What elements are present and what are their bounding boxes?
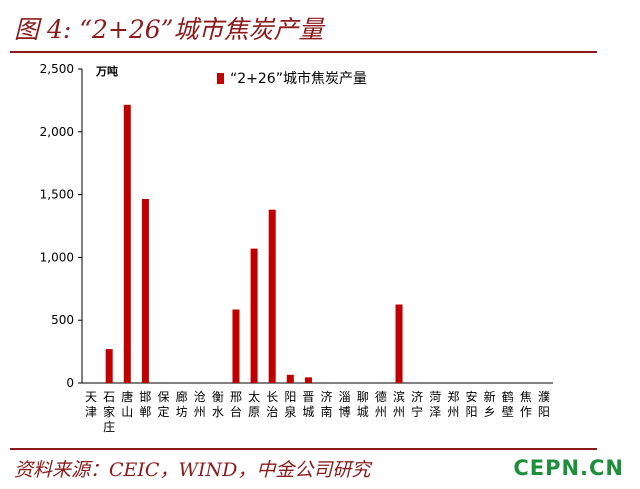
- x-tick-label: 长治: [266, 390, 278, 419]
- y-tick-label: 500: [51, 313, 74, 327]
- unit-label: 万吨: [95, 64, 118, 78]
- source-rule: [10, 448, 597, 450]
- legend-swatch: [217, 73, 224, 84]
- legend-label: “2+26”城市焦炭产量: [230, 70, 367, 87]
- x-tick-label: 德州: [375, 389, 387, 419]
- source-note: 资料来源：CEIC，WIND，中金公司研究: [14, 459, 371, 481]
- x-axis: 天津石家庄唐山邯郸保定廊坊沧州衡水邢台太原长治阳泉晋城济南淄博聊城德州滨州济宁菏…: [82, 382, 553, 434]
- bar: [250, 248, 258, 383]
- x-tick-label: 淄博: [339, 390, 351, 419]
- x-tick-label: 新乡: [484, 389, 496, 419]
- bar: [286, 374, 294, 383]
- x-tick-label: 济南: [321, 389, 333, 419]
- x-tick-label: 沧州: [194, 389, 206, 419]
- x-tick-label: 济宁: [411, 389, 423, 419]
- x-tick-label: 石家庄: [103, 390, 115, 434]
- x-tick-label: 鹤壁: [502, 389, 514, 419]
- x-tick-label: 濮阳: [538, 389, 550, 419]
- watermark-logo: CEPN.CN: [513, 456, 624, 480]
- figure-title: 图 4: “2+26”城市焦炭产量: [14, 15, 324, 44]
- x-tick-label: 聊城: [357, 390, 369, 419]
- x-tick-label: 太原: [248, 389, 260, 419]
- x-tick-label: 滨州: [393, 389, 405, 419]
- y-axis: 0 500 1,000 1,500 2,000 2,500: [40, 62, 83, 390]
- bar: [395, 304, 403, 383]
- bar: [268, 209, 276, 383]
- y-tick-label: 1,500: [40, 188, 74, 202]
- x-tick-label: 廊坊: [176, 389, 188, 419]
- title-rule: [10, 51, 597, 53]
- y-tick-label: 0: [66, 376, 74, 390]
- y-tick-label: 1,000: [40, 250, 74, 264]
- x-tick-label: 阳泉: [284, 390, 296, 419]
- x-tick-label: 晋城: [302, 390, 314, 419]
- bar: [105, 349, 113, 383]
- x-tick-label: 天津: [85, 390, 97, 419]
- bar: [304, 377, 312, 383]
- x-tick-label: 唐山: [121, 389, 133, 419]
- x-tick-label: 菏泽: [429, 390, 441, 419]
- bar-series: [105, 104, 403, 383]
- bar: [123, 104, 131, 383]
- bar: [232, 309, 240, 383]
- x-tick-label: 郑州: [447, 389, 459, 419]
- x-tick-label: 安阳: [465, 389, 477, 419]
- x-tick-label: 焦作: [520, 390, 532, 419]
- x-tick-label: 邢台: [230, 390, 242, 419]
- legend: “2+26”城市焦炭产量: [217, 70, 367, 87]
- x-tick-label: 衡水: [212, 390, 224, 419]
- x-tick-label: 保定: [158, 390, 170, 419]
- y-tick-label: 2,500: [40, 62, 74, 76]
- bar-chart: 0 500 1,000 1,500 2,000 2,500 天津石家庄唐山邯郸保定廊坊沧州…: [40, 62, 553, 434]
- y-tick-label: 2,000: [40, 125, 74, 139]
- bar: [141, 198, 149, 383]
- x-tick-label: 邯郸: [139, 389, 151, 419]
